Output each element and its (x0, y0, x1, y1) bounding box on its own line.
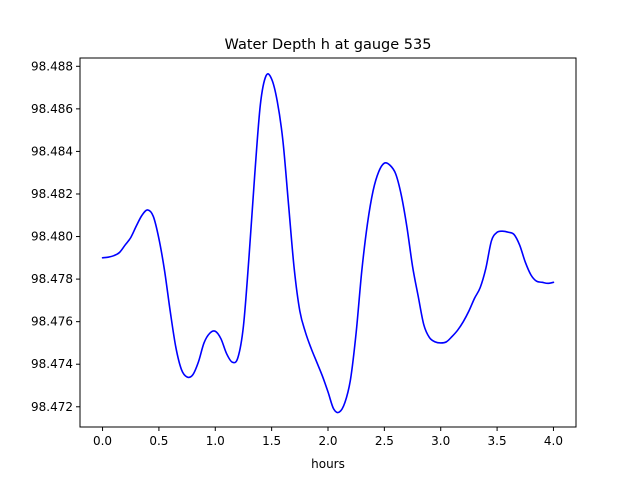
y-tick-label: 98.480 (31, 230, 73, 244)
y-tick-label: 98.482 (31, 187, 73, 201)
y-tick-label: 98.488 (31, 59, 73, 73)
y-axis: 98.472 98.474 98.476 98.478 98.480 98.482 98.4… (31, 59, 80, 414)
x-tick-label: 2.5 (375, 434, 394, 448)
y-tick-label: 98.478 (31, 272, 73, 286)
y-tick-label: 98.476 (31, 315, 73, 329)
plot-area (101, 73, 555, 414)
y-tick-label: 98.474 (31, 357, 73, 371)
plot-frame (79, 57, 577, 428)
series-line-0 (101, 73, 555, 414)
x-axis-label: hours (311, 457, 345, 471)
chart-title: Water Depth h at gauge 535 (225, 37, 432, 53)
x-tick-label: 3.0 (431, 434, 450, 448)
x-tick-label: 4.0 (544, 434, 563, 448)
x-tick-label: 1.5 (262, 434, 281, 448)
x-tick-label: 2.0 (318, 434, 337, 448)
y-tick-label: 98.486 (31, 102, 73, 116)
y-tick-label: 98.484 (31, 144, 73, 158)
x-tick-label: 0.0 (93, 434, 112, 448)
x-tick-label: 3.5 (488, 434, 507, 448)
x-tick-label: 0.5 (149, 434, 168, 448)
x-tick-label: 1.0 (206, 434, 225, 448)
y-tick-label: 98.472 (31, 400, 73, 414)
x-axis: 0.0 0.5 1.0 1.5 2.0 2.5 3.0 3.5 4.0 (93, 427, 563, 448)
